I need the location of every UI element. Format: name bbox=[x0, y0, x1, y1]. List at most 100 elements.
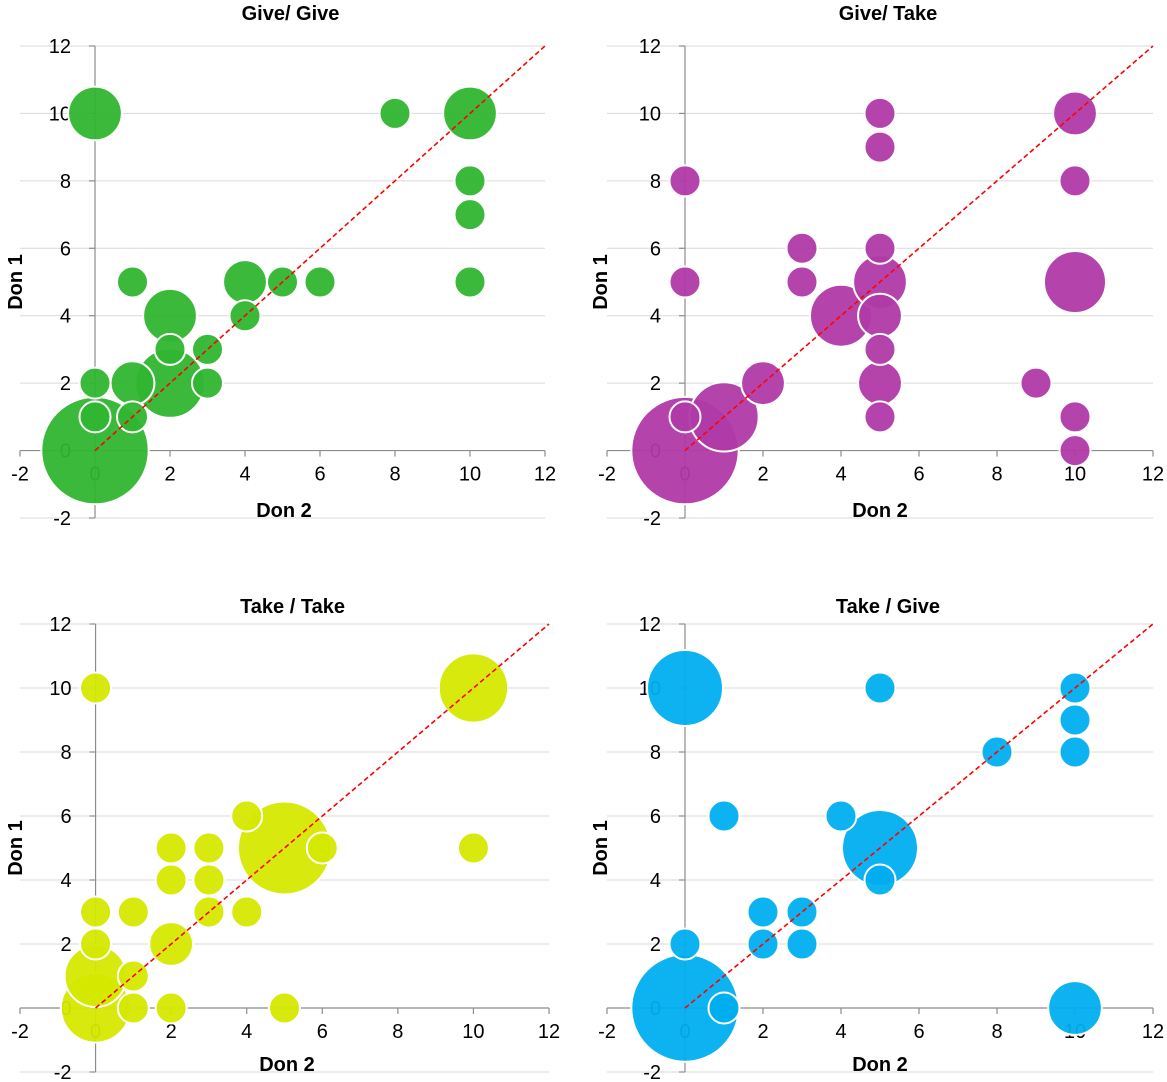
x-axis-label: Don 2 bbox=[852, 1054, 908, 1076]
bubble-point bbox=[79, 895, 113, 929]
x-axis-label: Don 2 bbox=[852, 500, 908, 522]
bubble-point bbox=[1047, 980, 1103, 1036]
x-tick-label: 6 bbox=[913, 1021, 924, 1043]
x-tick-label: 6 bbox=[317, 1021, 328, 1043]
y-tick-label: 8 bbox=[60, 742, 71, 764]
bubble-point bbox=[154, 831, 188, 865]
bubble-point bbox=[453, 198, 487, 232]
bubble-point bbox=[785, 895, 819, 929]
x-tick-label: 4 bbox=[239, 464, 250, 486]
panel-title: Take / Take bbox=[240, 596, 345, 618]
bubble-point bbox=[456, 831, 490, 865]
bubble-point bbox=[154, 991, 188, 1025]
y-tick-label: 12 bbox=[639, 36, 661, 58]
x-tick-label: -2 bbox=[11, 1021, 29, 1043]
bubble-point bbox=[785, 927, 819, 961]
y-tick-label: 6 bbox=[60, 806, 71, 828]
x-tick-label: -2 bbox=[11, 464, 29, 486]
bubble-point bbox=[79, 671, 113, 705]
y-axis-label: Don 1 bbox=[590, 254, 612, 310]
y-tick-label: 8 bbox=[650, 171, 661, 193]
bubble-point bbox=[857, 360, 903, 407]
bubble-point bbox=[1058, 703, 1092, 737]
bubble-point bbox=[109, 360, 156, 407]
bubble-point bbox=[116, 895, 150, 929]
x-tick-label: 12 bbox=[1142, 1021, 1164, 1043]
x-tick-label: 12 bbox=[538, 1021, 560, 1043]
y-tick-label: 4 bbox=[650, 870, 661, 892]
bubble-point bbox=[746, 895, 780, 929]
y-tick-label: -2 bbox=[643, 1062, 661, 1082]
y-tick-label: 10 bbox=[49, 103, 71, 125]
bubble-point bbox=[1019, 366, 1053, 400]
bubble-point bbox=[824, 799, 858, 833]
bubble-point bbox=[78, 366, 112, 400]
y-tick-label: -2 bbox=[53, 508, 71, 530]
bubble-point bbox=[785, 265, 819, 299]
y-tick-label: -2 bbox=[643, 508, 661, 530]
bubble-point bbox=[67, 85, 123, 142]
panel-title: Give/ Take bbox=[839, 3, 938, 25]
y-tick-label: 12 bbox=[639, 614, 661, 636]
bubble-point bbox=[378, 96, 412, 130]
bubble-point bbox=[668, 265, 702, 299]
bubble-point bbox=[192, 863, 226, 897]
bubble-point bbox=[153, 332, 187, 366]
bubble-point bbox=[863, 332, 897, 366]
y-axis-label: Don 1 bbox=[590, 820, 612, 876]
x-tick-label: 2 bbox=[757, 1021, 768, 1043]
bubble-point bbox=[437, 652, 510, 724]
bubble-point bbox=[230, 799, 264, 833]
bubble-point bbox=[863, 231, 897, 265]
x-axis-label: Don 2 bbox=[259, 1054, 315, 1076]
y-axis-label: Don 1 bbox=[5, 254, 27, 310]
bubble-point bbox=[863, 130, 897, 164]
bubble-point bbox=[303, 265, 337, 299]
x-tick-label: 8 bbox=[392, 1021, 403, 1043]
y-tick-label: 2 bbox=[60, 934, 71, 956]
bubble-point bbox=[305, 831, 339, 865]
bubble-point bbox=[1058, 400, 1092, 434]
y-tick-label: 2 bbox=[60, 373, 71, 395]
bubble-point bbox=[668, 164, 702, 198]
bubble-point bbox=[785, 231, 819, 265]
bubble-point bbox=[707, 799, 741, 833]
y-tick-label: 4 bbox=[650, 306, 661, 328]
x-tick-label: 12 bbox=[534, 464, 556, 486]
x-tick-label: 8 bbox=[991, 464, 1002, 486]
x-tick-label: 4 bbox=[835, 1021, 846, 1043]
x-tick-label: 10 bbox=[462, 1021, 484, 1043]
x-axis-label: Don 2 bbox=[256, 500, 312, 522]
bubble-point bbox=[154, 863, 188, 897]
y-tick-label: -2 bbox=[54, 1062, 72, 1082]
bubble-point bbox=[863, 96, 897, 130]
y-tick-label: 4 bbox=[60, 306, 71, 328]
y-tick-label: 2 bbox=[650, 373, 661, 395]
y-tick-label: 6 bbox=[650, 806, 661, 828]
x-tick-label: 2 bbox=[164, 464, 175, 486]
bubble-point bbox=[116, 265, 149, 299]
x-tick-label: 8 bbox=[389, 464, 400, 486]
panel-title: Take / Give bbox=[836, 596, 940, 618]
bubble-point bbox=[1043, 250, 1107, 314]
x-tick-label: 10 bbox=[1064, 464, 1086, 486]
bubble-point bbox=[116, 991, 150, 1025]
x-tick-label: 8 bbox=[991, 1021, 1002, 1043]
y-tick-label: 6 bbox=[60, 238, 71, 260]
bubble-point bbox=[192, 831, 226, 865]
bubble-point bbox=[268, 991, 301, 1025]
y-tick-label: 4 bbox=[60, 870, 71, 892]
x-tick-label: -2 bbox=[598, 1021, 616, 1043]
bubble-point bbox=[646, 649, 724, 727]
y-tick-label: 12 bbox=[49, 36, 71, 58]
x-tick-label: 4 bbox=[241, 1021, 252, 1043]
y-tick-label: 12 bbox=[49, 614, 71, 636]
y-tick-label: 10 bbox=[639, 103, 661, 125]
reference-line bbox=[684, 623, 1154, 1009]
y-tick-label: 8 bbox=[60, 171, 71, 193]
